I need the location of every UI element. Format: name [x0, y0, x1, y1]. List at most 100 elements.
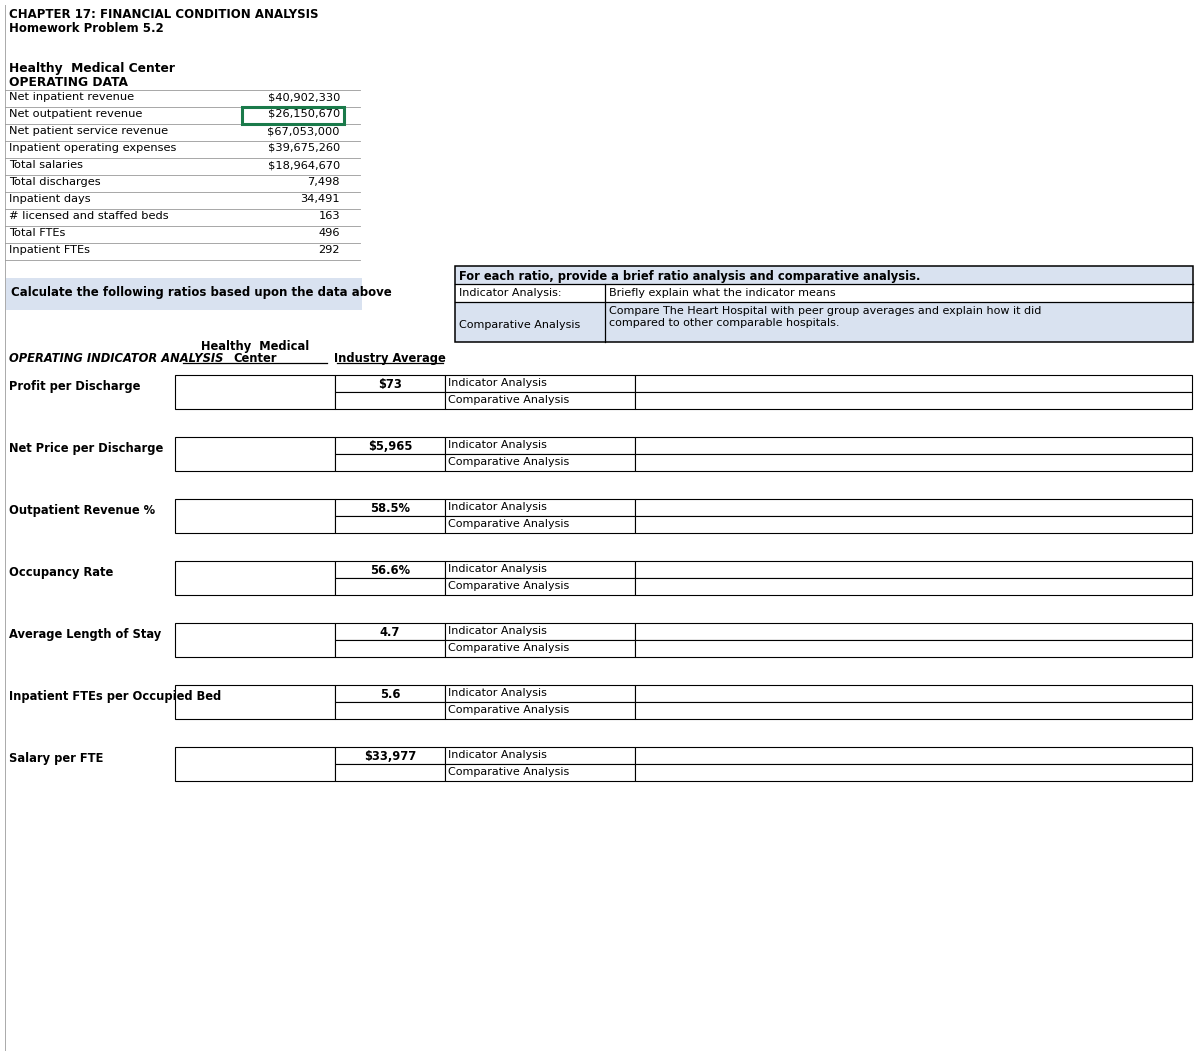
Text: Healthy  Medical Center: Healthy Medical Center — [10, 62, 175, 75]
Bar — [445, 578, 635, 595]
Bar — [335, 561, 445, 578]
Text: $26,150,670: $26,150,670 — [268, 109, 340, 119]
Text: Comparative Analysis: Comparative Analysis — [458, 320, 581, 330]
Text: 58.5%: 58.5% — [370, 502, 410, 515]
Bar — [445, 685, 635, 702]
Bar — [335, 437, 445, 454]
Bar — [445, 392, 635, 409]
Text: 7,498: 7,498 — [307, 177, 340, 187]
Text: $73: $73 — [378, 378, 402, 391]
Bar — [175, 437, 335, 471]
Bar — [335, 375, 445, 392]
Text: # licensed and staffed beds: # licensed and staffed beds — [10, 211, 169, 220]
Bar — [635, 454, 1192, 471]
Bar — [175, 685, 335, 720]
Text: $40,902,330: $40,902,330 — [268, 92, 340, 102]
Bar — [635, 747, 1192, 764]
Text: Comparative Analysis: Comparative Analysis — [448, 705, 569, 715]
Text: 4.7: 4.7 — [380, 626, 400, 639]
Text: Indicator Analysis:: Indicator Analysis: — [458, 288, 562, 298]
Text: Comparative Analysis: Comparative Analysis — [448, 457, 569, 467]
Text: Indicator Analysis: Indicator Analysis — [448, 750, 547, 760]
Text: Inpatient FTEs: Inpatient FTEs — [10, 245, 90, 255]
Text: Net inpatient revenue: Net inpatient revenue — [10, 92, 134, 102]
Text: For each ratio, provide a brief ratio analysis and comparative analysis.: For each ratio, provide a brief ratio an… — [458, 270, 920, 283]
Text: Comparative Analysis: Comparative Analysis — [448, 581, 569, 591]
Bar — [335, 578, 445, 595]
Text: Inpatient days: Inpatient days — [10, 194, 91, 204]
Bar — [635, 437, 1192, 454]
Text: Net patient service revenue: Net patient service revenue — [10, 126, 168, 136]
Bar — [445, 624, 635, 640]
Text: Homework Problem 5.2: Homework Problem 5.2 — [10, 22, 163, 35]
Text: Profit per Discharge: Profit per Discharge — [10, 380, 140, 394]
Bar — [445, 516, 635, 533]
Text: Comparative Analysis: Comparative Analysis — [448, 642, 569, 653]
Text: Net Price per Discharge: Net Price per Discharge — [10, 442, 163, 455]
Bar — [175, 624, 335, 657]
Bar — [6, 279, 362, 310]
Bar — [635, 624, 1192, 640]
Bar — [445, 499, 635, 516]
Text: Comparative Analysis: Comparative Analysis — [448, 519, 569, 529]
Bar — [635, 392, 1192, 409]
Bar — [445, 454, 635, 471]
Text: $39,675,260: $39,675,260 — [268, 143, 340, 153]
Bar — [455, 266, 1193, 342]
Text: Total discharges: Total discharges — [10, 177, 101, 187]
Bar — [635, 702, 1192, 720]
Bar — [635, 561, 1192, 578]
Bar — [335, 640, 445, 657]
Bar — [455, 302, 1193, 342]
Bar — [635, 516, 1192, 533]
Bar — [335, 764, 445, 781]
Bar — [445, 702, 635, 720]
Bar — [635, 685, 1192, 702]
Text: 496: 496 — [318, 228, 340, 238]
Text: $18,964,670: $18,964,670 — [268, 160, 340, 170]
Text: Indicator Analysis: Indicator Analysis — [448, 626, 547, 636]
Bar — [445, 375, 635, 392]
Bar — [175, 499, 335, 533]
Bar — [635, 578, 1192, 595]
Bar — [335, 624, 445, 640]
Bar — [175, 561, 335, 595]
Bar — [635, 764, 1192, 781]
Text: Inpatient FTEs per Occupied Bed: Inpatient FTEs per Occupied Bed — [10, 690, 221, 703]
Text: $67,053,000: $67,053,000 — [268, 126, 340, 136]
Text: Healthy  Medical: Healthy Medical — [200, 340, 310, 353]
Text: Calculate the following ratios based upon the data above: Calculate the following ratios based upo… — [11, 286, 391, 299]
Text: Briefly explain what the indicator means: Briefly explain what the indicator means — [610, 288, 835, 298]
Text: Net outpatient revenue: Net outpatient revenue — [10, 109, 143, 119]
Bar — [335, 499, 445, 516]
Bar — [445, 437, 635, 454]
Bar — [335, 392, 445, 409]
Text: Indicator Analysis: Indicator Analysis — [448, 502, 547, 512]
Text: Center: Center — [233, 352, 277, 365]
Bar — [175, 747, 335, 781]
Text: Inpatient operating expenses: Inpatient operating expenses — [10, 143, 176, 153]
Bar — [335, 685, 445, 702]
Text: 5.6: 5.6 — [379, 688, 401, 701]
Bar — [455, 266, 1193, 284]
Text: 56.6%: 56.6% — [370, 564, 410, 577]
Text: Outpatient Revenue %: Outpatient Revenue % — [10, 504, 155, 517]
Bar — [445, 764, 635, 781]
Bar — [635, 640, 1192, 657]
Text: OPERATING DATA: OPERATING DATA — [10, 76, 128, 89]
Bar — [335, 702, 445, 720]
Text: $5,965: $5,965 — [368, 440, 412, 453]
Bar — [242, 107, 344, 124]
Text: Industry Average: Industry Average — [334, 352, 446, 365]
Text: 292: 292 — [318, 245, 340, 255]
Bar — [445, 640, 635, 657]
Text: Average Length of Stay: Average Length of Stay — [10, 628, 161, 641]
Text: compared to other comparable hospitals.: compared to other comparable hospitals. — [610, 318, 840, 328]
Text: Comparative Analysis: Comparative Analysis — [448, 395, 569, 405]
Text: 34,491: 34,491 — [300, 194, 340, 204]
Text: OPERATING INDICATOR ANALYSIS: OPERATING INDICATOR ANALYSIS — [10, 352, 223, 365]
Text: Indicator Analysis: Indicator Analysis — [448, 564, 547, 574]
Bar — [445, 561, 635, 578]
Text: Indicator Analysis: Indicator Analysis — [448, 440, 547, 450]
Bar — [175, 375, 335, 409]
